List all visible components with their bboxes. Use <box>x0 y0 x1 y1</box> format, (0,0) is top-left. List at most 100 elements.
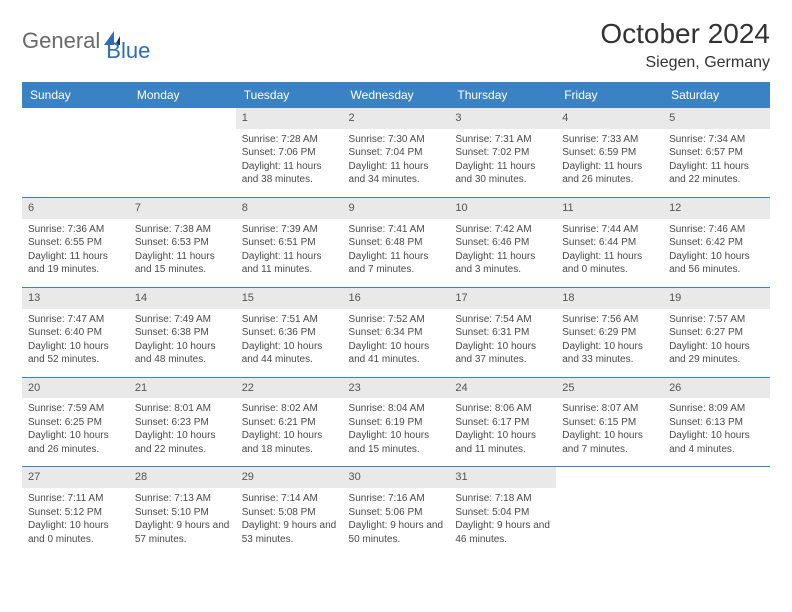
sunset: Sunset: 6:34 PM <box>349 326 444 340</box>
sunrise: Sunrise: 7:13 AM <box>135 492 230 506</box>
daylight: Daylight: 9 hours and 57 minutes. <box>135 519 230 546</box>
sunset: Sunset: 6:29 PM <box>562 326 657 340</box>
day-number: 3 <box>449 108 556 129</box>
calendar-cell <box>22 108 129 198</box>
logo-text-blue: Blue <box>106 38 150 64</box>
sunset: Sunset: 6:23 PM <box>135 416 230 430</box>
calendar-body: 1Sunrise: 7:28 AMSunset: 7:06 PMDaylight… <box>22 108 770 557</box>
calendar-cell: 29Sunrise: 7:14 AMSunset: 5:08 PMDayligh… <box>236 467 343 556</box>
sunset: Sunset: 6:57 PM <box>669 146 764 160</box>
day-info: Sunrise: 8:02 AMSunset: 6:21 PMDaylight:… <box>236 398 343 466</box>
day-info: Sunrise: 7:52 AMSunset: 6:34 PMDaylight:… <box>343 309 450 377</box>
daylight: Daylight: 9 hours and 46 minutes. <box>455 519 550 546</box>
day-info: Sunrise: 8:04 AMSunset: 6:19 PMDaylight:… <box>343 398 450 466</box>
daylight: Daylight: 10 hours and 4 minutes. <box>669 429 764 456</box>
calendar-cell <box>663 467 770 556</box>
day-number <box>22 108 129 129</box>
sunrise: Sunrise: 7:39 AM <box>242 223 337 237</box>
day-info: Sunrise: 8:01 AMSunset: 6:23 PMDaylight:… <box>129 398 236 466</box>
daylight: Daylight: 10 hours and 52 minutes. <box>28 340 123 367</box>
daylight: Daylight: 10 hours and 48 minutes. <box>135 340 230 367</box>
weekday-header: Friday <box>556 83 663 108</box>
day-number: 19 <box>663 288 770 309</box>
calendar-cell: 30Sunrise: 7:16 AMSunset: 5:06 PMDayligh… <box>343 467 450 556</box>
sunset: Sunset: 6:17 PM <box>455 416 550 430</box>
sunset: Sunset: 6:44 PM <box>562 236 657 250</box>
daylight: Daylight: 10 hours and 15 minutes. <box>349 429 444 456</box>
day-number: 4 <box>556 108 663 129</box>
sunset: Sunset: 6:13 PM <box>669 416 764 430</box>
sunrise: Sunrise: 7:11 AM <box>28 492 123 506</box>
weekday-header: Monday <box>129 83 236 108</box>
day-number: 27 <box>22 467 129 488</box>
sunset: Sunset: 6:38 PM <box>135 326 230 340</box>
day-info: Sunrise: 7:18 AMSunset: 5:04 PMDaylight:… <box>449 488 556 556</box>
day-number: 12 <box>663 198 770 219</box>
weekday-header: Wednesday <box>343 83 450 108</box>
day-number: 14 <box>129 288 236 309</box>
daylight: Daylight: 11 hours and 3 minutes. <box>455 250 550 277</box>
day-info: Sunrise: 7:42 AMSunset: 6:46 PMDaylight:… <box>449 219 556 287</box>
sunrise: Sunrise: 8:09 AM <box>669 402 764 416</box>
sunset: Sunset: 5:04 PM <box>455 506 550 520</box>
day-number: 10 <box>449 198 556 219</box>
calendar-table: SundayMondayTuesdayWednesdayThursdayFrid… <box>22 82 770 556</box>
day-info: Sunrise: 7:47 AMSunset: 6:40 PMDaylight:… <box>22 309 129 377</box>
daylight: Daylight: 11 hours and 22 minutes. <box>669 160 764 187</box>
daylight: Daylight: 10 hours and 33 minutes. <box>562 340 657 367</box>
day-info: Sunrise: 7:49 AMSunset: 6:38 PMDaylight:… <box>129 309 236 377</box>
day-info: Sunrise: 7:14 AMSunset: 5:08 PMDaylight:… <box>236 488 343 556</box>
day-info: Sunrise: 8:09 AMSunset: 6:13 PMDaylight:… <box>663 398 770 466</box>
calendar-cell: 8Sunrise: 7:39 AMSunset: 6:51 PMDaylight… <box>236 197 343 287</box>
day-number: 28 <box>129 467 236 488</box>
daylight: Daylight: 11 hours and 0 minutes. <box>562 250 657 277</box>
sunset: Sunset: 6:51 PM <box>242 236 337 250</box>
weekday-header: Sunday <box>22 83 129 108</box>
day-info: Sunrise: 8:07 AMSunset: 6:15 PMDaylight:… <box>556 398 663 466</box>
daylight: Daylight: 10 hours and 7 minutes. <box>562 429 657 456</box>
sunset: Sunset: 7:06 PM <box>242 146 337 160</box>
location: Siegen, Germany <box>600 54 770 72</box>
day-info: Sunrise: 7:28 AMSunset: 7:06 PMDaylight:… <box>236 129 343 197</box>
calendar-cell: 5Sunrise: 7:34 AMSunset: 6:57 PMDaylight… <box>663 108 770 198</box>
day-number: 17 <box>449 288 556 309</box>
sunset: Sunset: 6:19 PM <box>349 416 444 430</box>
title-block: October 2024 Siegen, Germany <box>600 18 770 72</box>
logo-text-general: General <box>22 28 100 54</box>
weekday-header: Saturday <box>663 83 770 108</box>
day-number: 31 <box>449 467 556 488</box>
sunset: Sunset: 6:48 PM <box>349 236 444 250</box>
calendar-cell: 18Sunrise: 7:56 AMSunset: 6:29 PMDayligh… <box>556 287 663 377</box>
day-info: Sunrise: 7:57 AMSunset: 6:27 PMDaylight:… <box>663 309 770 377</box>
weekday-header: Tuesday <box>236 83 343 108</box>
day-number: 21 <box>129 378 236 399</box>
day-number: 18 <box>556 288 663 309</box>
day-number: 22 <box>236 378 343 399</box>
sunrise: Sunrise: 7:28 AM <box>242 133 337 147</box>
calendar-cell: 1Sunrise: 7:28 AMSunset: 7:06 PMDaylight… <box>236 108 343 198</box>
daylight: Daylight: 11 hours and 34 minutes. <box>349 160 444 187</box>
sunrise: Sunrise: 7:30 AM <box>349 133 444 147</box>
day-info: Sunrise: 7:56 AMSunset: 6:29 PMDaylight:… <box>556 309 663 377</box>
day-number <box>663 467 770 488</box>
day-info: Sunrise: 7:44 AMSunset: 6:44 PMDaylight:… <box>556 219 663 287</box>
daylight: Daylight: 11 hours and 15 minutes. <box>135 250 230 277</box>
daylight: Daylight: 10 hours and 41 minutes. <box>349 340 444 367</box>
calendar-cell: 11Sunrise: 7:44 AMSunset: 6:44 PMDayligh… <box>556 197 663 287</box>
day-number: 9 <box>343 198 450 219</box>
calendar-cell <box>556 467 663 556</box>
daylight: Daylight: 11 hours and 26 minutes. <box>562 160 657 187</box>
sunrise: Sunrise: 7:36 AM <box>28 223 123 237</box>
calendar-cell: 6Sunrise: 7:36 AMSunset: 6:55 PMDaylight… <box>22 197 129 287</box>
sunset: Sunset: 5:10 PM <box>135 506 230 520</box>
daylight: Daylight: 10 hours and 18 minutes. <box>242 429 337 456</box>
sunrise: Sunrise: 8:07 AM <box>562 402 657 416</box>
day-number: 16 <box>343 288 450 309</box>
sunset: Sunset: 6:15 PM <box>562 416 657 430</box>
sunset: Sunset: 6:27 PM <box>669 326 764 340</box>
sunrise: Sunrise: 7:44 AM <box>562 223 657 237</box>
day-info: Sunrise: 7:38 AMSunset: 6:53 PMDaylight:… <box>129 219 236 287</box>
sunrise: Sunrise: 8:01 AM <box>135 402 230 416</box>
day-number: 24 <box>449 378 556 399</box>
weekday-header: Thursday <box>449 83 556 108</box>
